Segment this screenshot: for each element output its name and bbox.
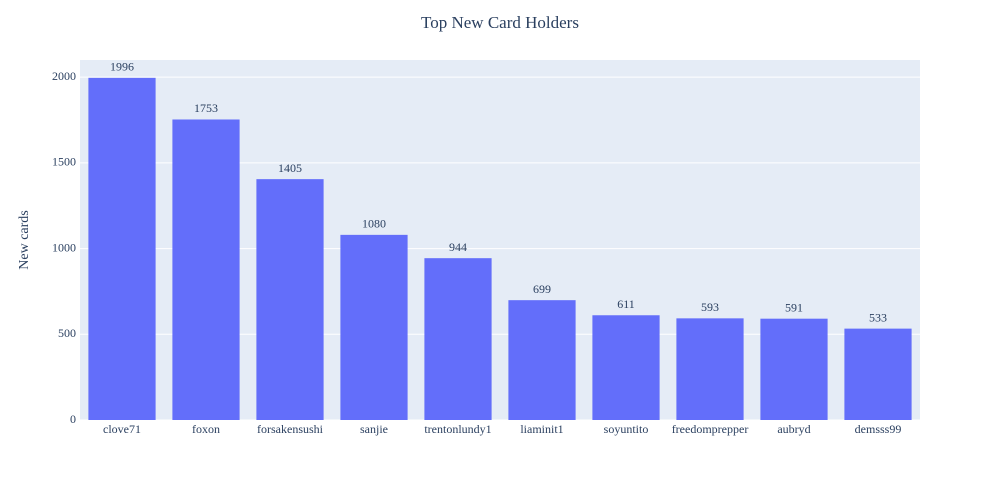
bar xyxy=(172,119,240,420)
y-tick-label: 2000 xyxy=(52,69,76,83)
bar xyxy=(88,77,156,420)
x-tick-label: soyuntito xyxy=(604,422,649,436)
value-label: 611 xyxy=(617,297,635,311)
y-axis-title: New cards xyxy=(17,210,32,269)
value-label: 1080 xyxy=(362,217,386,231)
bar xyxy=(340,234,408,420)
x-tick-label: clove71 xyxy=(103,422,141,436)
y-tick-label: 0 xyxy=(70,412,76,426)
value-label: 944 xyxy=(449,240,467,254)
x-tick-label: aubryd xyxy=(777,422,810,436)
value-label: 593 xyxy=(701,300,719,314)
bar xyxy=(508,300,576,420)
y-tick-label: 1500 xyxy=(52,155,76,169)
x-tick-label: freedomprepper xyxy=(672,422,749,436)
value-label: 1996 xyxy=(110,60,134,74)
value-label: 533 xyxy=(869,310,887,324)
bar xyxy=(592,315,660,420)
chart-title: Top New Card Holders xyxy=(421,13,579,32)
value-label: 1405 xyxy=(278,161,302,175)
x-tick-label: demsss99 xyxy=(855,422,902,436)
value-label: 1753 xyxy=(194,101,218,115)
bar xyxy=(676,318,744,420)
y-tick-label: 1000 xyxy=(52,240,76,254)
value-label: 591 xyxy=(785,300,803,314)
value-label: 699 xyxy=(533,282,551,296)
x-tick-label: forsakensushi xyxy=(257,422,324,436)
bar xyxy=(424,258,492,420)
x-tick-label: sanjie xyxy=(360,422,388,436)
y-tick-label: 500 xyxy=(58,326,76,340)
x-tick-label: foxon xyxy=(192,422,220,436)
bar xyxy=(844,328,912,420)
bar xyxy=(760,318,828,420)
x-tick-label: trentonlundy1 xyxy=(424,422,491,436)
bar xyxy=(256,179,324,420)
x-tick-label: liaminit1 xyxy=(520,422,563,436)
